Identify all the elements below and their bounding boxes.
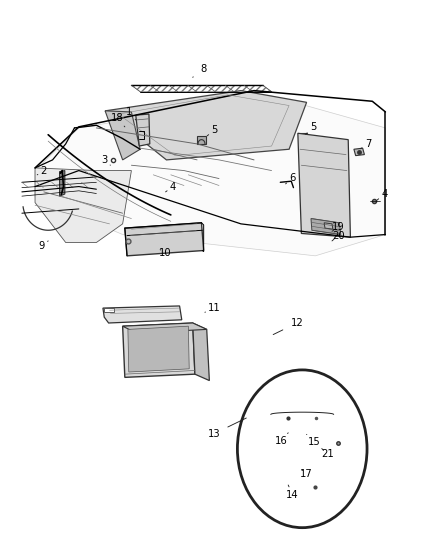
Text: 6: 6: [286, 173, 296, 184]
Polygon shape: [103, 306, 182, 323]
Polygon shape: [131, 85, 272, 92]
Polygon shape: [271, 414, 335, 423]
Text: 5: 5: [207, 125, 218, 136]
Text: 5: 5: [306, 122, 316, 134]
Polygon shape: [35, 168, 131, 243]
Polygon shape: [60, 171, 65, 196]
Polygon shape: [128, 326, 189, 372]
Text: 11: 11: [205, 303, 221, 313]
Text: 14: 14: [286, 485, 299, 499]
Polygon shape: [123, 323, 207, 333]
Text: 7: 7: [360, 139, 371, 149]
Text: 18: 18: [111, 114, 125, 127]
Text: 10: 10: [159, 248, 172, 257]
Text: 9: 9: [39, 241, 48, 251]
Polygon shape: [354, 148, 364, 156]
Text: 20: 20: [332, 231, 344, 241]
Text: 12: 12: [273, 318, 304, 335]
Polygon shape: [136, 114, 150, 146]
Polygon shape: [105, 111, 140, 160]
Text: 8: 8: [193, 64, 207, 77]
Polygon shape: [324, 223, 333, 229]
Polygon shape: [270, 423, 332, 481]
Polygon shape: [332, 423, 344, 487]
Text: 1: 1: [126, 107, 136, 120]
Text: 4: 4: [377, 189, 388, 200]
Text: 19: 19: [332, 222, 345, 232]
Polygon shape: [123, 323, 195, 377]
Polygon shape: [125, 223, 204, 256]
Text: 4: 4: [166, 182, 176, 192]
Text: 16: 16: [275, 433, 288, 446]
Polygon shape: [270, 481, 343, 487]
Polygon shape: [300, 133, 307, 141]
Text: 17: 17: [300, 470, 313, 479]
Polygon shape: [105, 91, 307, 160]
Text: 13: 13: [208, 418, 246, 439]
Polygon shape: [311, 219, 341, 235]
Polygon shape: [104, 308, 114, 312]
Polygon shape: [193, 323, 209, 381]
Polygon shape: [35, 96, 385, 256]
Circle shape: [237, 370, 367, 528]
Text: 21: 21: [321, 449, 334, 459]
Polygon shape: [298, 133, 350, 237]
Text: 3: 3: [101, 155, 110, 165]
Polygon shape: [197, 136, 206, 144]
Text: 2: 2: [37, 166, 47, 175]
Text: 15: 15: [307, 434, 321, 447]
